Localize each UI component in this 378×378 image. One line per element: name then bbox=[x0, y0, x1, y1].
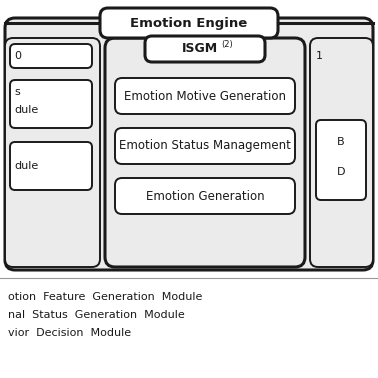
Text: nal  Status  Generation  Module: nal Status Generation Module bbox=[8, 310, 185, 320]
Text: 0: 0 bbox=[14, 51, 21, 61]
FancyBboxPatch shape bbox=[115, 78, 295, 114]
Text: Emotion Engine: Emotion Engine bbox=[130, 17, 248, 29]
Text: Emotion Status Management: Emotion Status Management bbox=[119, 139, 291, 152]
FancyBboxPatch shape bbox=[115, 128, 295, 164]
Text: B: B bbox=[337, 137, 345, 147]
Text: Emotion Motive Generation: Emotion Motive Generation bbox=[124, 90, 286, 102]
FancyBboxPatch shape bbox=[145, 36, 265, 62]
FancyBboxPatch shape bbox=[5, 38, 100, 267]
FancyBboxPatch shape bbox=[10, 142, 92, 190]
Text: 1: 1 bbox=[316, 51, 323, 61]
Text: dule: dule bbox=[14, 105, 38, 115]
FancyBboxPatch shape bbox=[10, 44, 92, 68]
Text: s: s bbox=[14, 87, 20, 97]
FancyBboxPatch shape bbox=[100, 8, 278, 38]
Text: ISGM: ISGM bbox=[182, 42, 218, 56]
Text: (2): (2) bbox=[221, 39, 233, 48]
FancyBboxPatch shape bbox=[316, 120, 366, 200]
FancyBboxPatch shape bbox=[10, 80, 92, 128]
FancyBboxPatch shape bbox=[5, 18, 373, 270]
Text: Emotion Generation: Emotion Generation bbox=[146, 189, 264, 203]
FancyBboxPatch shape bbox=[310, 38, 373, 267]
FancyBboxPatch shape bbox=[115, 178, 295, 214]
Text: dule: dule bbox=[14, 161, 38, 171]
Text: otion  Feature  Generation  Module: otion Feature Generation Module bbox=[8, 292, 202, 302]
Text: vior  Decision  Module: vior Decision Module bbox=[8, 328, 131, 338]
Text: D: D bbox=[337, 167, 345, 177]
FancyBboxPatch shape bbox=[105, 38, 305, 267]
